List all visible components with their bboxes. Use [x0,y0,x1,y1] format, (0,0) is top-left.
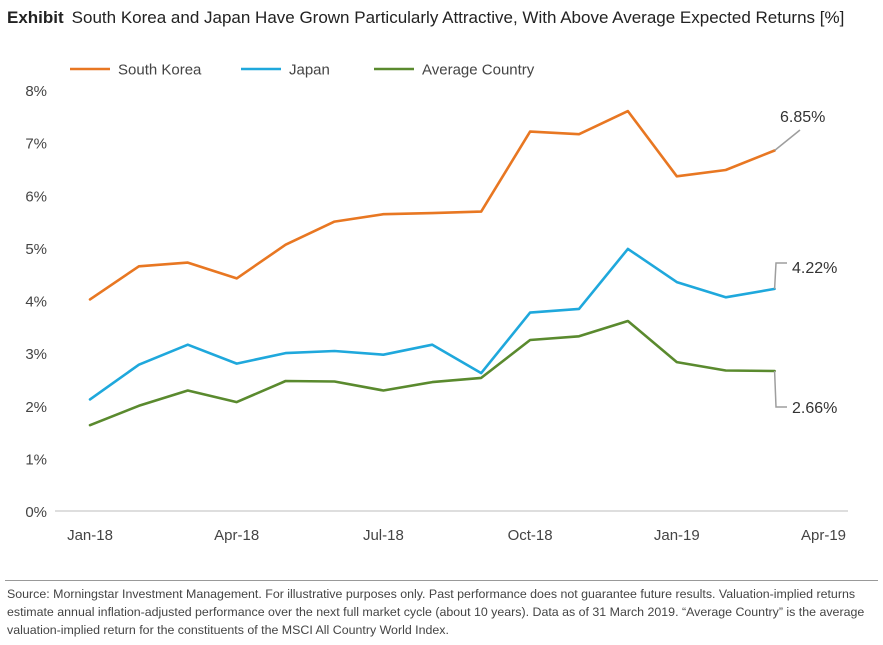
series-line-1 [88,247,776,401]
end-label-leader [773,370,787,408]
x-tick-label: Jan-19 [654,527,700,544]
footer-divider [5,580,878,581]
y-tick-label: 1% [25,451,47,468]
end-label-leader [774,129,801,152]
y-tick-label: 2% [25,399,47,416]
y-tick-label: 8% [25,83,47,100]
title-text: South Korea and Japan Have Grown Particu… [71,8,845,27]
y-tick-label: 0% [25,504,47,521]
series-line-2 [88,319,776,427]
legend-label: Average Country [422,62,535,79]
y-tick-label: 7% [25,136,47,153]
y-tick-label: 3% [25,346,47,363]
legend-label: Japan [289,62,330,79]
line-chart: 0% 1% 2% 3% 4% 5% 6% 7% 8% Jan-18 Apr-18 Jul-18 Oct-… [25,62,848,544]
y-tick-label: 5% [25,241,47,258]
source-note: Source: Morningstar Investment Managemen… [7,587,865,637]
chart-title: Exhibit South Korea and Japan Have Grown … [7,8,844,28]
y-tick-label: 4% [25,294,47,311]
x-tick-label: Apr-18 [214,527,259,544]
x-tick-label: Jan-18 [67,527,113,544]
end-value-label: 6.85% [780,109,825,126]
end-label-leader [773,262,787,289]
end-value-label: 4.22% [792,260,837,277]
end-value-label: 2.66% [792,400,837,417]
y-tick-label: 6% [25,188,47,205]
x-tick-label: Oct-18 [508,527,553,544]
x-tick-label: Jul-18 [363,527,404,544]
series-line-0 [88,109,776,301]
legend-label: South Korea [118,62,202,79]
x-tick-label: Apr-19 [801,527,846,544]
title-lead: Exhibit [7,8,64,27]
